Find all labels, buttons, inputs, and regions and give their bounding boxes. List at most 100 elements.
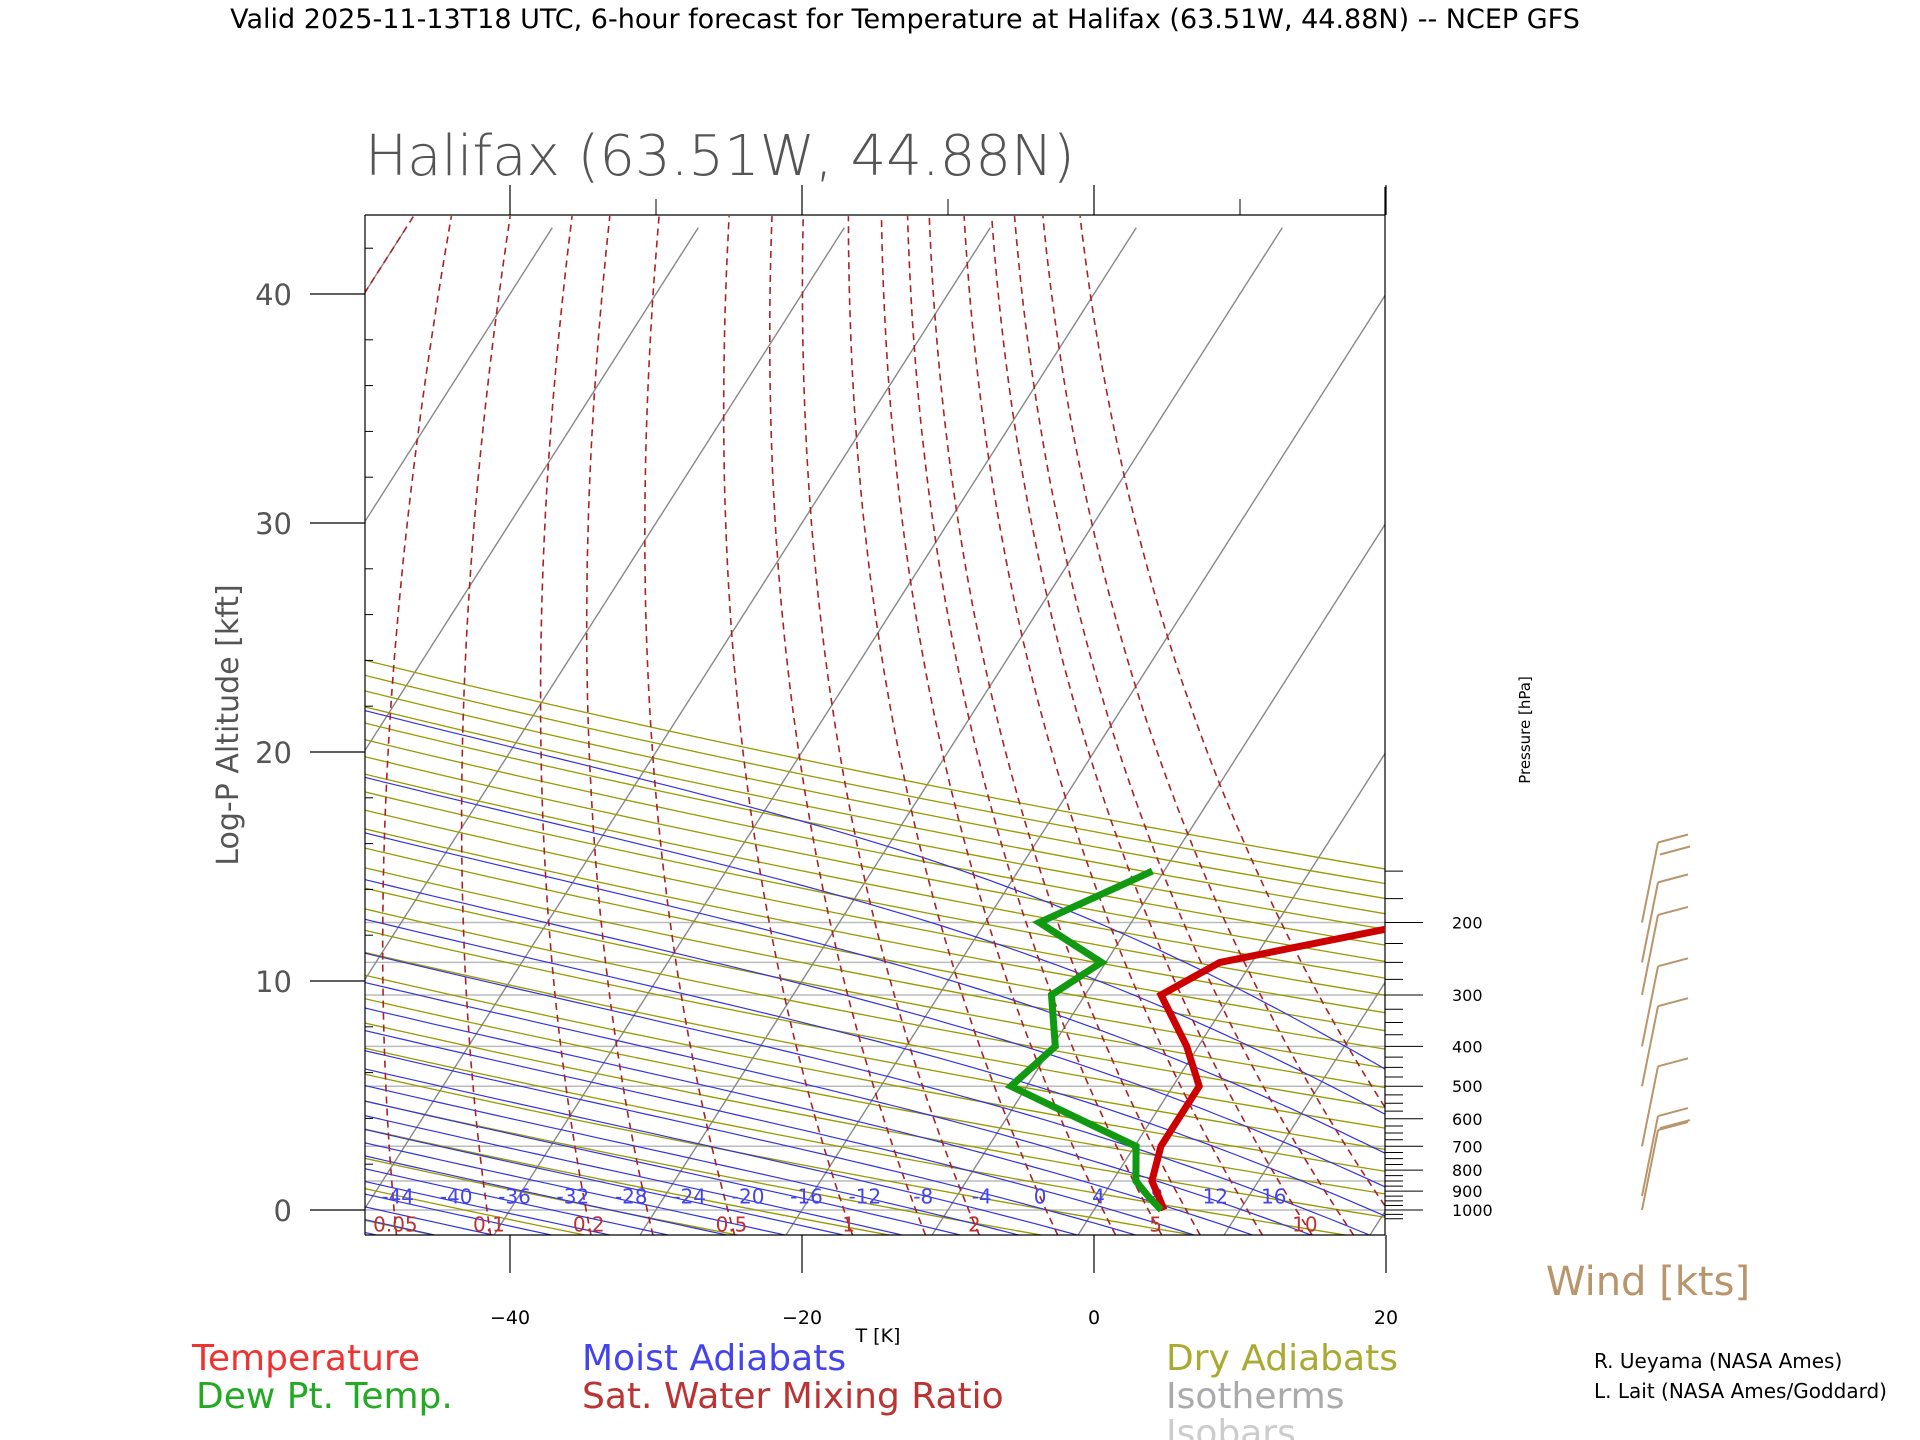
moist-adiabat-line bbox=[365, 1029, 1195, 1235]
mixing-ratio-label: 0.05 bbox=[373, 1213, 418, 1237]
moist-adiabat-label: 0 bbox=[1034, 1184, 1047, 1208]
legend-isotherms: Isotherms bbox=[1166, 1376, 1344, 1417]
pressure-tick-label: 600 bbox=[1452, 1110, 1483, 1129]
wind-barb-flag bbox=[1657, 1057, 1689, 1068]
legend-moist-adiabats: Moist Adiabats bbox=[582, 1338, 846, 1379]
isotherm-line bbox=[365, 227, 699, 752]
wind-barb-staff bbox=[1641, 842, 1659, 923]
dry-adiabat-line bbox=[365, 847, 1385, 1050]
x-tick-label: −20 bbox=[782, 1307, 822, 1329]
isotherm-line bbox=[785, 294, 1385, 1235]
legend: Temperature Dew Pt. Temp. Moist Adiabats… bbox=[191, 1338, 1398, 1440]
mixing-ratio-line bbox=[1013, 216, 1355, 1235]
y-axis-label: Log-P Altitude [kft] bbox=[211, 584, 246, 865]
wind-barb-flag bbox=[1657, 1121, 1689, 1131]
mixing-ratio-label: 0.1 bbox=[473, 1213, 505, 1237]
isotherm-line bbox=[0, 228, 114, 1236]
dry-adiabat-line bbox=[365, 809, 1385, 1014]
moist-adiabat-line bbox=[0, 216, 202, 1235]
header-title: Valid 2025-11-13T18 UTC, 6-hour forecast… bbox=[230, 4, 1580, 35]
pressure-tick-label: 300 bbox=[1452, 986, 1483, 1005]
wind-barb-staff bbox=[1641, 1066, 1659, 1147]
dry-adiabat-line bbox=[365, 690, 1385, 900]
isotherm-line bbox=[493, 227, 1137, 1235]
wind-barb bbox=[1641, 957, 1689, 1047]
mixing-ratio-line bbox=[801, 216, 981, 1235]
wind-label: Wind [kts] bbox=[1546, 1259, 1750, 1305]
pressure-tick-label: 900 bbox=[1452, 1182, 1483, 1201]
moist-adiabat-line bbox=[365, 981, 1312, 1235]
dry-adiabat-line bbox=[365, 867, 1385, 1069]
mixing-ratio-line bbox=[539, 216, 592, 1235]
wind-barb bbox=[1641, 997, 1689, 1087]
mixing-ratio-line bbox=[722, 216, 854, 1235]
wind-barb-flag bbox=[1657, 873, 1689, 884]
moist-adiabat-line bbox=[365, 879, 1385, 1188]
moist-adiabat-label: -36 bbox=[498, 1184, 531, 1208]
isotherm-line bbox=[639, 227, 1283, 1235]
moist-adiabat-line bbox=[365, 918, 1385, 1217]
mixing-ratio-label: 2 bbox=[968, 1213, 981, 1237]
mixing-ratio-line bbox=[906, 216, 1163, 1235]
wind-barb-flag bbox=[1659, 1119, 1691, 1130]
legend-isobars: Isobars bbox=[1166, 1413, 1296, 1440]
wind-barb bbox=[1641, 1107, 1691, 1197]
dry-adiabat-line bbox=[365, 722, 1385, 930]
mixing-ratio-label: 1 bbox=[842, 1213, 855, 1237]
mixing-ratio-label: 0.2 bbox=[573, 1213, 605, 1237]
wind-barb-staff bbox=[1641, 966, 1659, 1047]
isotherm-line bbox=[365, 227, 845, 981]
legend-dry-adiabats: Dry Adiabats bbox=[1166, 1338, 1398, 1379]
pressure-tick-label: 200 bbox=[1452, 914, 1483, 933]
moist-adiabat-line bbox=[365, 952, 1371, 1235]
dry-adiabat-line bbox=[365, 1047, 1347, 1235]
wind-barb bbox=[1641, 1121, 1689, 1211]
dry-adiabat-line bbox=[365, 791, 1385, 996]
isotherm-line bbox=[365, 227, 407, 294]
mixing-ratio-line bbox=[1079, 216, 1385, 1109]
dry-adiabat-line bbox=[365, 739, 1385, 946]
dewpoint-profile bbox=[1004, 867, 1164, 1213]
moist-adiabat-label: 12 bbox=[1203, 1184, 1228, 1208]
temperature-profile bbox=[1148, 925, 1385, 1212]
moist-adiabat-label: 16 bbox=[1261, 1184, 1286, 1208]
dry-adiabat-line bbox=[365, 951, 1385, 1151]
wind-barb-staff bbox=[1641, 1129, 1659, 1211]
wind-barb-flag bbox=[1657, 957, 1689, 968]
dry-adiabat-line bbox=[365, 773, 1385, 979]
moist-adiabat-label: -4 bbox=[972, 1184, 992, 1208]
dry-adiabat-line bbox=[365, 1157, 739, 1235]
mixing-ratio-line bbox=[585, 216, 654, 1235]
moist-adiabat-label: -20 bbox=[732, 1184, 765, 1208]
credits: R. Ueyama (NASA Ames) L. Lait (NASA Ames… bbox=[1594, 1349, 1887, 1403]
moist-adiabat-line bbox=[365, 1050, 1137, 1235]
wind-barb-flag bbox=[1659, 845, 1691, 856]
wind-barb bbox=[1641, 1057, 1689, 1147]
isotherm-line bbox=[1223, 981, 1385, 1235]
dry-adiabat-line bbox=[365, 974, 1385, 1172]
moist-adiabat-line bbox=[365, 1068, 1079, 1235]
moist-adiabat-label: -16 bbox=[790, 1184, 823, 1208]
mixing-ratio-line bbox=[768, 216, 927, 1235]
moist-adiabat-line bbox=[365, 1155, 728, 1235]
mixing-ratio-line bbox=[460, 215, 511, 1235]
mixing-ratio-line bbox=[928, 216, 1201, 1235]
wind-barb-flag bbox=[1657, 997, 1689, 1008]
moist-adiabat-line bbox=[0, 216, 319, 1235]
moist-adiabat-line bbox=[365, 1007, 1254, 1235]
moist-adiabat-line bbox=[365, 1100, 962, 1235]
wind-barb bbox=[1641, 905, 1689, 996]
dry-adiabat-line bbox=[365, 998, 1385, 1195]
x-axis-label: T [K] bbox=[855, 1325, 901, 1347]
y-tick-label: 0 bbox=[274, 1194, 292, 1228]
moist-adiabat-line bbox=[365, 1206, 495, 1235]
pressure-tick-label: 800 bbox=[1452, 1161, 1483, 1180]
wind-barb-flag bbox=[1657, 905, 1689, 916]
wind-barb-flag bbox=[1657, 1107, 1689, 1118]
legend-dewpoint: Dew Pt. Temp. bbox=[196, 1376, 453, 1417]
dry-adiabat-line bbox=[365, 828, 1385, 1032]
x-tick-label: 0 bbox=[1088, 1307, 1100, 1329]
wind-barb-staff bbox=[1641, 1115, 1659, 1197]
mixing-ratio-line bbox=[643, 216, 736, 1235]
wind-barb-staff bbox=[1641, 1005, 1659, 1087]
